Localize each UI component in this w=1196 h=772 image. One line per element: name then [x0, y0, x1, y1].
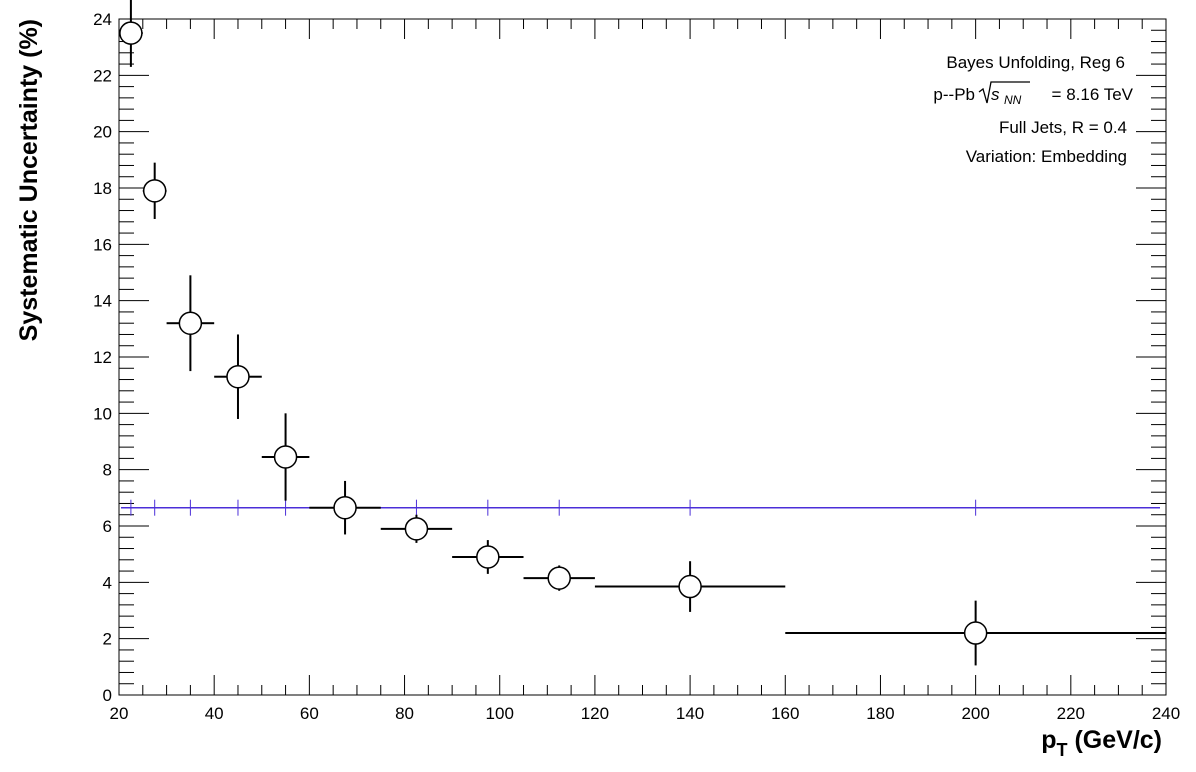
y-tick-label: 10 [93, 404, 112, 423]
data-points [119, 0, 1166, 666]
data-point [166, 275, 215, 372]
x-axis-title-main: p [1041, 726, 1056, 754]
data-point [119, 0, 143, 67]
x-tick-label: 120 [581, 704, 609, 723]
y-tick-label: 18 [93, 179, 112, 198]
y-tick-label: 24 [93, 10, 112, 29]
annotation-line2-sqrt: s [991, 85, 1000, 104]
x-tick-labels: 20 40 60 80 100 120 140 160 180 200 220 240 [110, 704, 1181, 723]
x-axis-title: pT (GeV/c) [1041, 726, 1162, 760]
y-tick-label: 16 [93, 235, 112, 254]
data-point [452, 540, 524, 574]
y-tick-label: 2 [103, 630, 112, 649]
x-tick-label: 100 [486, 704, 514, 723]
data-point [214, 334, 262, 419]
svg-text:pT (GeV/c): pT (GeV/c) [1041, 726, 1162, 760]
data-marker [404, 517, 429, 541]
x-tick-label: 200 [961, 704, 989, 723]
y-axis-title: Systematic Uncertainty (%) [15, 19, 43, 341]
x-tick-label: 240 [1152, 704, 1180, 723]
data-point [523, 565, 595, 591]
x-tick-label: 160 [771, 704, 799, 723]
data-marker [119, 21, 143, 45]
data-marker [333, 495, 357, 520]
y-tick-label: 0 [103, 686, 112, 705]
data-marker [226, 364, 250, 389]
legend-annotations: Bayes Unfolding, Reg 6 p--Pb s NN = 8.16… [933, 53, 1133, 166]
annotation-line2-prefix: p--Pb [933, 85, 975, 104]
data-marker [678, 574, 702, 599]
annotation-line2-sub: NN [1004, 93, 1022, 107]
annotation-line3: Full Jets, R = 0.4 [999, 118, 1127, 137]
y-tick-label: 20 [93, 123, 112, 142]
x-tick-label: 180 [866, 704, 894, 723]
x-tick-label: 20 [110, 704, 129, 723]
data-marker [142, 179, 167, 203]
annotation-line2: p--Pb s NN = 8.16 TeV [933, 81, 1134, 107]
data-point [380, 514, 453, 543]
y-tick-label: 4 [103, 573, 112, 592]
data-marker [178, 311, 203, 335]
y-tick-label: 6 [103, 517, 112, 536]
x-tick-label: 220 [1057, 704, 1085, 723]
x-axis-title-units: (GeV/c) [1074, 726, 1162, 754]
data-marker [476, 545, 500, 569]
y-tick-label: 8 [103, 461, 112, 480]
data-marker [547, 566, 571, 590]
data-point [142, 162, 167, 219]
x-tick-label: 140 [676, 704, 704, 723]
x-axis-title-sub: T [1057, 740, 1068, 760]
sqrt-symbol [978, 81, 1030, 104]
axis-ticks [118, 18, 1167, 696]
annotation-line4: Variation: Embedding [966, 147, 1127, 166]
annotation-line1: Bayes Unfolding, Reg 6 [946, 53, 1125, 72]
data-point [309, 480, 381, 535]
data-point [594, 561, 786, 612]
annotation-line2-suffix: = 8.16 TeV [1052, 85, 1134, 104]
data-marker [273, 445, 298, 469]
data-point [261, 413, 310, 501]
x-tick-label: 40 [205, 704, 224, 723]
y-tick-label: 12 [93, 348, 112, 367]
x-tick-label: 60 [300, 704, 319, 723]
x-tick-label: 80 [395, 704, 414, 723]
data-point [785, 600, 1166, 666]
y-tick-label: 14 [93, 292, 112, 311]
y-tick-label: 22 [93, 66, 112, 85]
data-marker [963, 621, 988, 645]
